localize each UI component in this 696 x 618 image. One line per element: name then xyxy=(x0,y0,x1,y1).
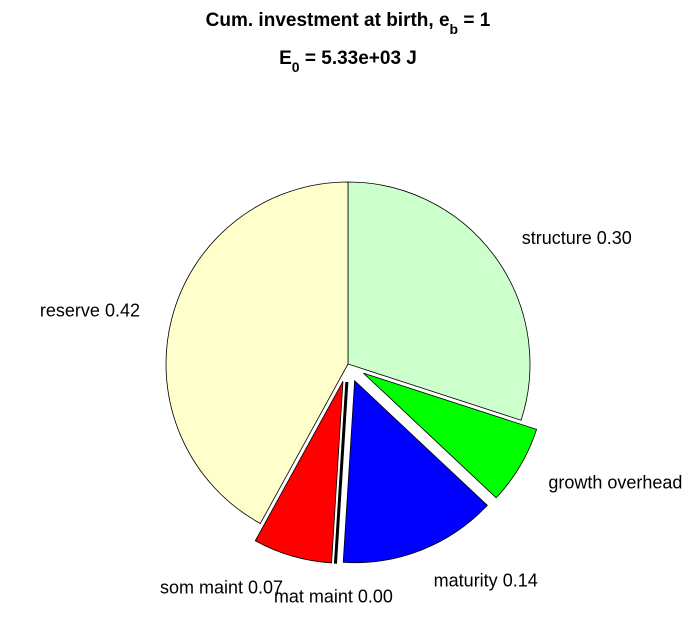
slice-name: structure xyxy=(522,228,592,248)
slice-label: maturity 0.14 xyxy=(434,570,538,590)
slice-name: som maint xyxy=(160,578,243,598)
subtitle-text: E xyxy=(279,48,292,69)
pie-slice xyxy=(254,381,344,564)
slice-value: 0.42 xyxy=(105,301,140,321)
chart-title: Cum. investment at birth, eb = 1 xyxy=(206,10,491,37)
slice-value: 0.30 xyxy=(597,228,632,248)
slice-name: mat maint xyxy=(274,586,353,606)
pie-slice xyxy=(165,181,349,525)
slice-label: growth overhead xyxy=(548,472,682,492)
slice-label: som maint 0.07 xyxy=(160,578,283,598)
pie-slice xyxy=(347,181,531,421)
pie-slice xyxy=(333,381,349,564)
title-text: Cum. investment at birth, e xyxy=(206,10,450,31)
subtitle-text: = 5.33e+03 J xyxy=(300,48,417,69)
slice-name: maturity xyxy=(434,570,498,590)
slice-label: mat maint 0.00 xyxy=(274,586,393,606)
pie: structure 0.30 growth overhead maturity 0.… xyxy=(40,181,682,606)
pie-slice xyxy=(342,379,488,564)
slice-value: 0.07 xyxy=(248,578,283,598)
slice-value: 0.14 xyxy=(503,570,538,590)
slice-name: reserve xyxy=(40,301,100,321)
slice-value: 0.00 xyxy=(358,586,393,606)
slice-label: reserve 0.42 xyxy=(40,301,140,321)
subtitle-subscript: 0 xyxy=(292,59,300,75)
pie-slice xyxy=(363,372,538,499)
chart-subtitle: E0 = 5.33e+03 J xyxy=(279,48,417,75)
slice-name: growth overhead xyxy=(548,472,682,492)
title-subscript: b xyxy=(450,21,459,37)
title-text: = 1 xyxy=(458,10,491,31)
slice-label: structure 0.30 xyxy=(522,228,632,248)
